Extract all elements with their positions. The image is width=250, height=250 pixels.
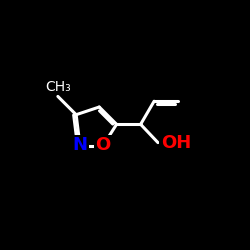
Text: O: O (96, 136, 111, 154)
Text: N: N (72, 136, 88, 154)
Text: OH: OH (161, 134, 191, 152)
Text: CH₃: CH₃ (45, 80, 71, 94)
